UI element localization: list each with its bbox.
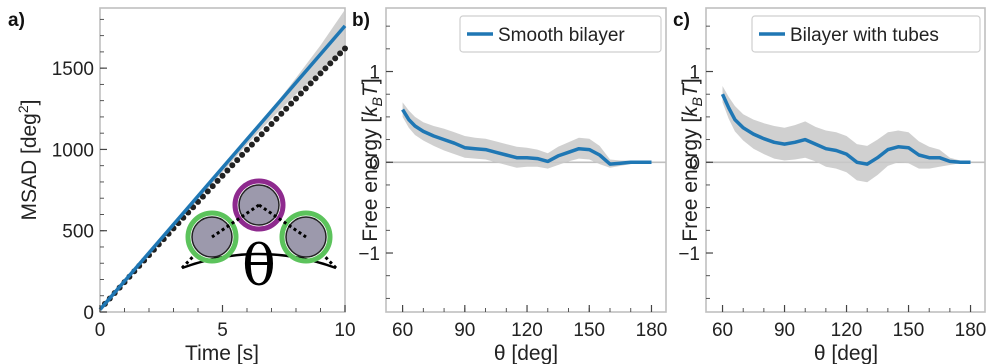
- y-ticks-c: −1 0 1: [678, 25, 713, 299]
- panel-c: c) 60 90 120 150 180 −1 0 1 Bilayer with tubes…: [673, 7, 986, 364]
- y-tick-label: 0: [83, 303, 94, 324]
- data-point: [253, 136, 260, 143]
- dotted-link-left-outer: [180, 235, 214, 270]
- x-tick-label: 60: [392, 320, 413, 341]
- data-point: [283, 105, 290, 112]
- fit-line: [98, 24, 347, 311]
- series-line-smooth-bilayer: [401, 108, 652, 166]
- legend-box-b: [459, 15, 662, 53]
- data-point: [327, 60, 334, 67]
- data-point: [312, 75, 319, 82]
- y-ticks-a: 0 500 1000 1500: [52, 18, 107, 324]
- fit-line-a: [98, 24, 347, 311]
- data-point: [288, 100, 295, 107]
- y-tick-label: 0: [689, 153, 700, 174]
- legend-box-c: [751, 15, 981, 53]
- data-point: [214, 177, 221, 184]
- data-point: [273, 115, 280, 122]
- data-point: [239, 151, 246, 158]
- data-point: [263, 126, 270, 133]
- x-tick-label: 10: [334, 320, 355, 341]
- x-ticks-c: 60 90 120 150 180: [712, 305, 986, 341]
- x-tick-label: 0: [95, 320, 106, 341]
- legend-label-c: Bilayer with tubes: [790, 25, 939, 46]
- dotted-link-right-outer: [304, 235, 338, 270]
- angle-schematic-inset: θ: [180, 178, 338, 299]
- x-tick-label: 150: [893, 320, 925, 341]
- confidence-band-b: [402, 102, 652, 169]
- data-point: [297, 90, 304, 97]
- x-axis-label-a: Time [s]: [185, 342, 259, 364]
- angle-arc: [181, 252, 337, 270]
- x-ticks-a: 0 5 10: [95, 305, 356, 341]
- ring-center: [232, 178, 286, 232]
- legend-b: Smooth bilayer: [459, 15, 662, 53]
- data-point: [229, 162, 236, 169]
- x-tick-label: 180: [636, 320, 668, 341]
- data-points-a: [101, 45, 348, 307]
- x-axis-label-c: θ [deg]: [814, 342, 878, 364]
- data-point: [322, 65, 329, 72]
- ring-left: [185, 210, 239, 264]
- data-point: [342, 45, 348, 52]
- legend-label-b: Smooth bilayer: [498, 25, 625, 46]
- data-point: [209, 183, 216, 190]
- y-axis-label-c: Free energy [kBT]: [679, 78, 705, 241]
- band-area: [722, 86, 971, 183]
- y-tick-label: 500: [62, 222, 94, 243]
- y-tick-label: −1: [358, 244, 380, 265]
- y-tick-label: 0: [369, 153, 380, 174]
- y-tick-label: −1: [678, 244, 700, 265]
- data-point: [248, 141, 255, 148]
- x-tick-label: 5: [217, 320, 228, 341]
- y-axis-label-a: MSAD [deg2]: [15, 99, 41, 220]
- data-point: [199, 193, 206, 200]
- plot-frame-b: [385, 7, 667, 313]
- x-tick-label: 120: [831, 320, 863, 341]
- y-tick-label: 1000: [52, 140, 94, 161]
- y-ticks-b: −1 0 1: [358, 25, 393, 299]
- x-tick-label: 60: [712, 320, 733, 341]
- x-tick-label: 180: [955, 320, 987, 341]
- panel-label-b: b): [352, 10, 370, 31]
- data-point: [268, 121, 275, 127]
- data-point: [317, 70, 324, 77]
- panel-a: a) 0 5 10 0 500 1000 1500 Time [s] MSAD [deg2…: [8, 7, 356, 364]
- x-tick-label: 120: [511, 320, 543, 341]
- band-area: [402, 102, 652, 169]
- y-tick-label: 1500: [52, 59, 94, 80]
- series-line-bilayer-with-tubes: [720, 93, 971, 166]
- plot-frame-c: [705, 7, 986, 313]
- legend-c: Bilayer with tubes: [751, 15, 981, 53]
- theta-symbol: θ: [242, 234, 276, 299]
- y-tick-label: 1: [369, 63, 380, 84]
- data-point: [337, 50, 344, 57]
- panel-label-a: a): [8, 10, 25, 31]
- data-point: [278, 110, 285, 117]
- data-point: [258, 131, 265, 138]
- x-tick-label: 150: [573, 320, 605, 341]
- y-axis-label-b: Free energy [kBT]: [359, 78, 385, 241]
- confidence-band-c: [722, 86, 971, 183]
- y-tick-label: 1: [689, 63, 700, 84]
- data-point: [219, 172, 226, 179]
- ring-right: [279, 210, 333, 264]
- series-line: [401, 108, 652, 166]
- data-point: [332, 55, 339, 62]
- x-tick-label: 90: [454, 320, 475, 341]
- data-point: [293, 95, 299, 102]
- data-point: [244, 146, 250, 153]
- data-point: [204, 188, 211, 195]
- panel-label-c: c): [673, 10, 690, 31]
- data-point: [234, 157, 241, 164]
- x-tick-label: 90: [774, 320, 795, 341]
- data-point: [224, 167, 231, 174]
- x-ticks-b: 60 90 120 150 180: [392, 305, 667, 341]
- x-axis-label-b: θ [deg]: [494, 342, 558, 364]
- data-point: [307, 80, 314, 87]
- panel-b: b) 60 90 120 150 180 −1 0 1 Smooth bilayer θ […: [352, 7, 667, 364]
- series-line: [720, 93, 971, 166]
- data-point: [302, 85, 309, 92]
